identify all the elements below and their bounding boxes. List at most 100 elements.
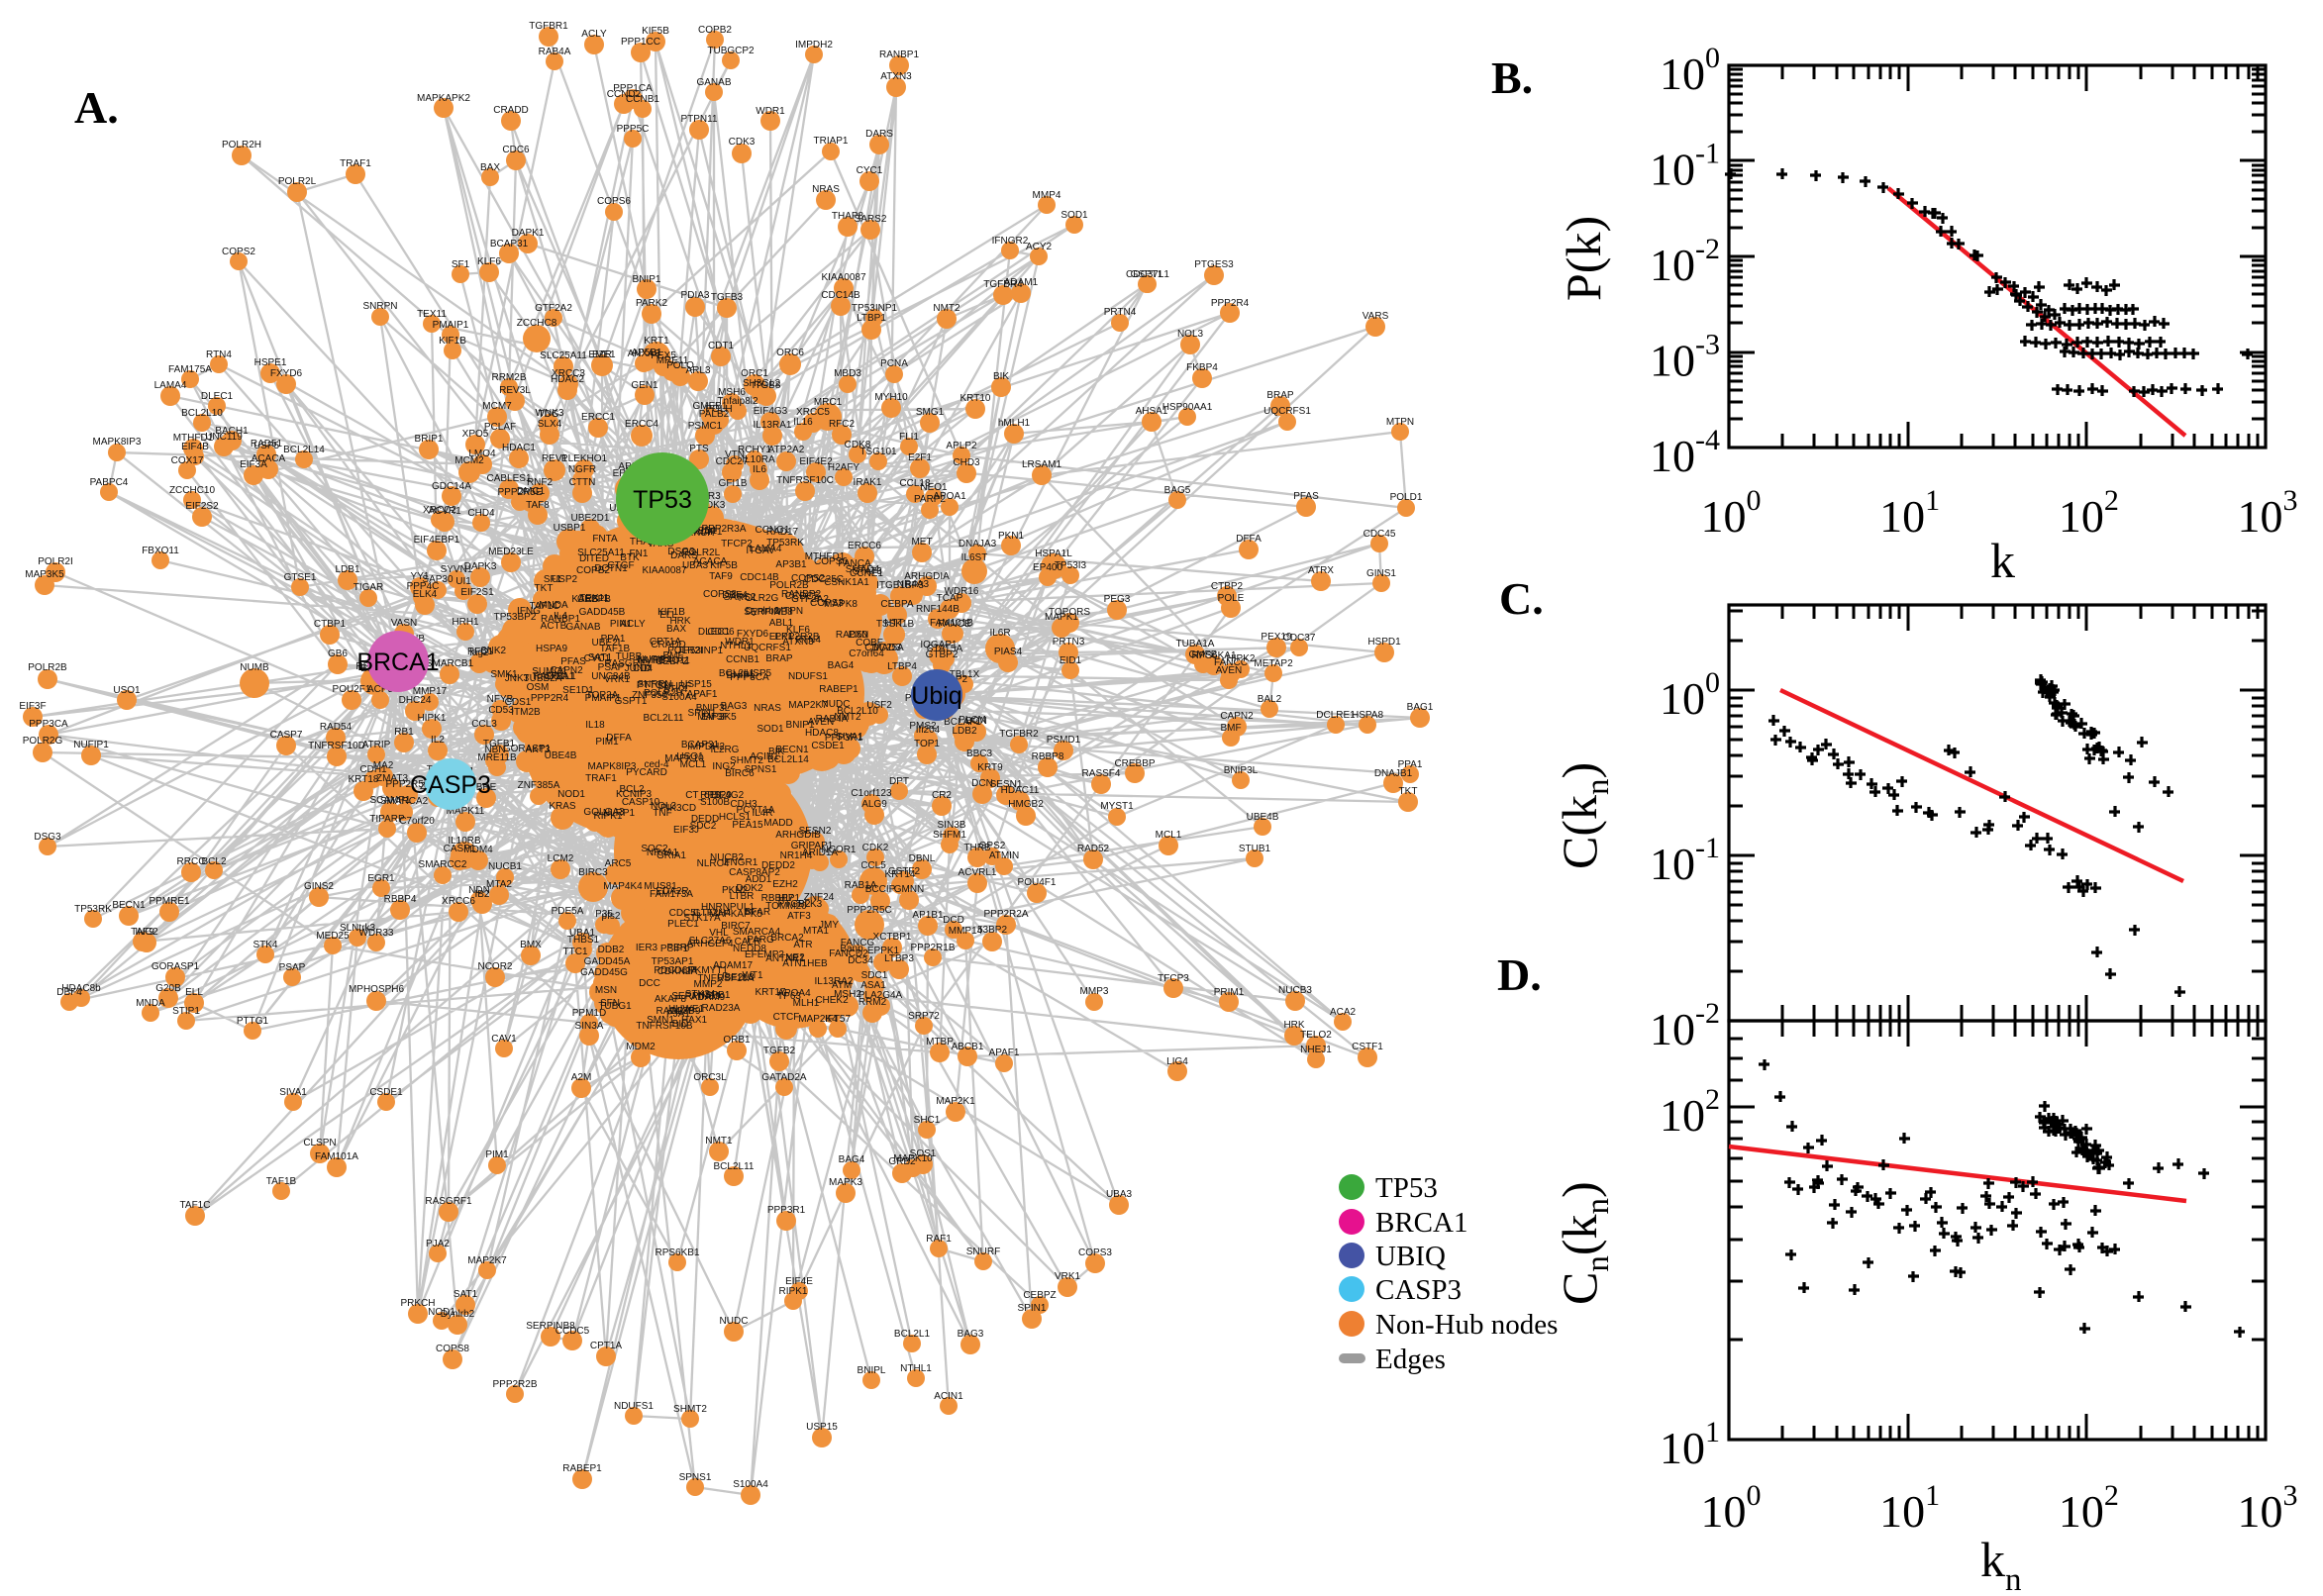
svg-text:NUMB: NUMB: [240, 662, 269, 673]
svg-text:Ifi204: Ifi204: [916, 725, 941, 736]
svg-text:53BP2: 53BP2: [977, 925, 1007, 936]
svg-text:POLR2B: POLR2B: [28, 662, 67, 673]
svg-text:NLRC4: NLRC4: [697, 858, 730, 869]
svg-text:WDR1: WDR1: [756, 106, 785, 117]
svg-text:SFN: SFN: [600, 998, 620, 1009]
svg-text:NUCB3: NUCB3: [1278, 985, 1312, 996]
svg-text:WNK3: WNK3: [536, 408, 564, 419]
svg-text:LRSAM1: LRSAM1: [1022, 459, 1061, 470]
svg-text:PARG: PARG: [747, 935, 774, 946]
svg-text:CYC1: CYC1: [584, 653, 611, 664]
svg-text:FBXO11: FBXO11: [653, 655, 690, 666]
svg-text:EIF2S2: EIF2S2: [185, 501, 219, 512]
svg-text:RAD51: RAD51: [251, 439, 283, 449]
svg-text:ARC5: ARC5: [605, 858, 632, 869]
svg-text:IFNGR1: IFNGR1: [722, 857, 758, 868]
svg-text:CDH3: CDH3: [730, 799, 758, 810]
svg-text:ACVRL1: ACVRL1: [959, 867, 997, 878]
svg-text:MAPK3: MAPK3: [829, 1177, 862, 1188]
svg-text:MMP4: MMP4: [1033, 190, 1061, 201]
svg-text:ELK4: ELK4: [413, 589, 438, 600]
svg-text:PPP3CA: PPP3CA: [29, 719, 68, 730]
svg-text:SMN1: SMN1: [647, 1015, 674, 1026]
svg-text:UI1: UI1: [455, 576, 471, 587]
svg-text:PCNA: PCNA: [880, 358, 908, 369]
svg-text:SHMT2: SHMT2: [673, 1404, 707, 1415]
svg-text:GMFB: GMFB: [1189, 649, 1218, 660]
svg-text:LTBP1: LTBP1: [857, 313, 886, 324]
svg-text:MSH2: MSH2: [834, 989, 861, 1000]
svg-text:RAD52: RAD52: [1077, 844, 1110, 854]
svg-text:SHFM1: SHFM1: [933, 830, 966, 841]
svg-text:KIF1B: KIF1B: [439, 336, 466, 347]
svg-text:BIK: BIK: [768, 747, 784, 757]
svg-text:EME1: EME1: [588, 349, 616, 360]
svg-text:XCTBP1: XCTBP1: [873, 932, 912, 943]
svg-text:ITGB1BP3: ITGB1BP3: [876, 580, 924, 591]
svg-text:LTBP4: LTBP4: [887, 661, 917, 672]
svg-text:MTHFD1: MTHFD1: [805, 551, 846, 562]
svg-text:TNFRSF10B: TNFRSF10B: [636, 1021, 693, 1032]
svg-text:NOD1: NOD1: [428, 1307, 455, 1318]
svg-text:HCLS1: HCLS1: [719, 812, 752, 823]
svg-text:NGFR: NGFR: [568, 464, 596, 475]
svg-text:PDE5A: PDE5A: [552, 906, 584, 917]
svg-text:NFYB: NFYB: [487, 694, 514, 705]
svg-text:POLE: POLE: [1218, 593, 1245, 604]
svg-text:MAP3K5: MAP3K5: [697, 712, 737, 723]
svg-text:FANCC: FANCC: [1214, 657, 1248, 668]
svg-text:RIPK1: RIPK1: [594, 811, 623, 822]
svg-text:RTN4: RTN4: [206, 349, 232, 360]
svg-text:RRM2B: RRM2B: [491, 372, 526, 383]
svg-text:NUCB2: NUCB2: [710, 852, 744, 863]
svg-text:KRAS: KRAS: [549, 801, 576, 812]
svg-text:CDK8: CDK8: [845, 440, 871, 450]
svg-text:P(k): P(k): [1556, 216, 1611, 301]
svg-text:PPP2R5B: PPP2R5B: [385, 779, 430, 790]
svg-text:GATAD2A: GATAD2A: [761, 1072, 807, 1083]
svg-text:SMK1: SMK1: [490, 669, 518, 680]
svg-text:C.: C.: [1499, 573, 1544, 624]
svg-text:TFCP3: TFCP3: [1158, 973, 1189, 984]
svg-text:NMT1: NMT1: [705, 1136, 733, 1147]
svg-text:A2M: A2M: [571, 1072, 592, 1083]
svg-text:POLR2L: POLR2L: [682, 548, 721, 558]
svg-text:MUS81: MUS81: [644, 881, 677, 892]
svg-text:GRIA1: GRIA1: [656, 850, 686, 861]
svg-text:VARS: VARS: [1363, 311, 1389, 322]
svg-text:COBF: COBF: [856, 638, 883, 648]
svg-text:IMPDH2: IMPDH2: [687, 742, 725, 752]
svg-text:NUFIP1: NUFIP1: [637, 654, 672, 665]
svg-text:GDC14A: GDC14A: [432, 481, 471, 492]
svg-text:PLEKHO1: PLEKHO1: [561, 453, 608, 464]
svg-text:SERPINB8: SERPINB8: [526, 1321, 575, 1332]
svg-text:CALR: CALR: [735, 937, 761, 948]
svg-text:CCDC5: CCDC5: [556, 1326, 590, 1337]
svg-text:KRT18: KRT18: [349, 774, 379, 785]
svg-text:VTN: VTN: [725, 449, 745, 460]
svg-text:RAB4A: RAB4A: [539, 47, 571, 57]
svg-text:BNIP3L: BNIP3L: [696, 703, 731, 714]
svg-text:DOK2: DOK2: [736, 883, 763, 894]
svg-text:EIF4G2: EIF4G2: [710, 790, 745, 801]
svg-text:BIRC6: BIRC6: [725, 768, 755, 779]
svg-text:POLQ: POLQ: [666, 360, 694, 371]
svg-text:C7orf64: C7orf64: [849, 648, 884, 659]
svg-text:JNK3: JNK3: [505, 673, 530, 684]
svg-text:ATM: ATM: [832, 980, 852, 991]
svg-text:TDG: TDG: [538, 409, 558, 420]
svg-text:P35: P35: [595, 909, 613, 920]
svg-text:IL10RB: IL10RB: [448, 836, 481, 847]
svg-text:TP53AP1: TP53AP1: [652, 956, 694, 967]
svg-text:BCL2L11: BCL2L11: [644, 713, 684, 724]
svg-text:KRT14: KRT14: [885, 869, 916, 880]
svg-text:MAP3K5: MAP3K5: [25, 569, 64, 580]
svg-text:Edges: Edges: [1375, 1344, 1446, 1375]
svg-text:IRAK1: IRAK1: [854, 477, 882, 488]
svg-text:STK4: STK4: [662, 684, 687, 695]
svg-text:RASGRF1: RASGRF1: [604, 658, 652, 669]
svg-text:GB6: GB6: [328, 648, 348, 659]
svg-text:TIGAR: TIGAR: [354, 582, 384, 593]
svg-text:APLP2: APLP2: [946, 441, 977, 451]
svg-text:EIF4E2: EIF4E2: [799, 456, 833, 467]
